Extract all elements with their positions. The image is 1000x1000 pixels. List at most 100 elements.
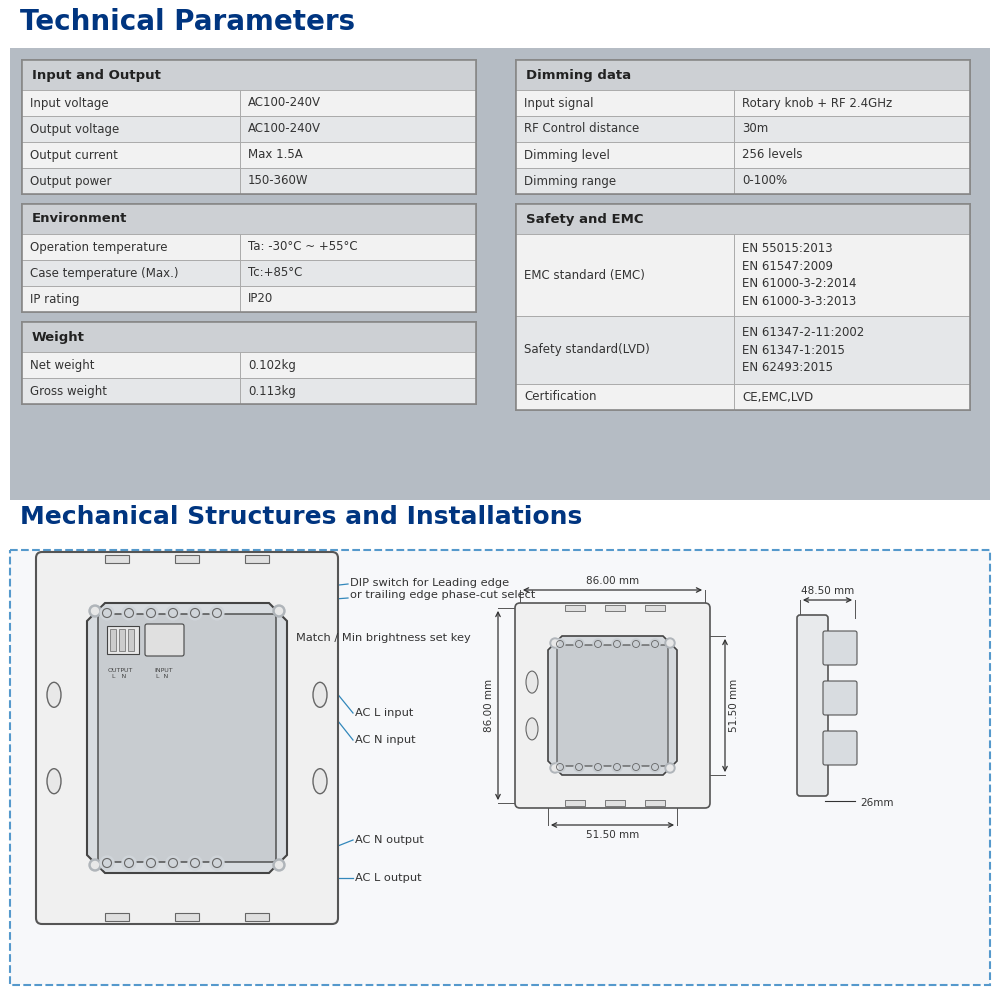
Bar [22, 286, 476, 312]
FancyBboxPatch shape [557, 645, 668, 766]
Text: 51.50 mm: 51.50 mm [729, 679, 739, 732]
Ellipse shape [47, 682, 61, 707]
Circle shape [550, 763, 560, 773]
Polygon shape [548, 636, 677, 775]
Bar [110, 629, 116, 651]
Text: AC100-240V: AC100-240V [248, 122, 321, 135]
Bar [245, 913, 269, 921]
Bar [22, 204, 476, 234]
Bar [516, 60, 970, 90]
Bar [105, 555, 129, 563]
Bar [516, 168, 970, 194]
Ellipse shape [313, 682, 327, 707]
Ellipse shape [47, 769, 61, 794]
Circle shape [276, 607, 283, 614]
Polygon shape [87, 603, 287, 873]
Text: IP rating: IP rating [30, 292, 80, 306]
Bar [175, 913, 199, 921]
Circle shape [667, 640, 673, 646]
Bar [22, 90, 476, 116]
Circle shape [276, 861, 283, 868]
Circle shape [555, 639, 565, 649]
Bar [107, 626, 139, 654]
Circle shape [122, 856, 136, 870]
Bar [22, 322, 476, 352]
Circle shape [188, 856, 202, 870]
Bar [22, 260, 476, 286]
Circle shape [612, 762, 622, 772]
FancyBboxPatch shape [145, 624, 184, 656]
Text: Gross weight: Gross weight [30, 384, 107, 397]
Text: 86.00 mm: 86.00 mm [484, 679, 494, 732]
Bar [645, 800, 665, 806]
Bar [10, 550, 990, 985]
Text: AC L input: AC L input [355, 708, 413, 718]
Bar [128, 629, 134, 651]
Bar [22, 204, 476, 312]
FancyBboxPatch shape [36, 552, 338, 924]
Text: Max 1.5A: Max 1.5A [248, 148, 303, 161]
Circle shape [665, 638, 675, 648]
Circle shape [89, 859, 101, 871]
FancyBboxPatch shape [797, 615, 828, 796]
Bar [22, 60, 476, 194]
Bar [245, 555, 269, 563]
Text: EN 61347-2-11:2002
EN 61347-1:2015
EN 62493:2015: EN 61347-2-11:2002 EN 61347-1:2015 EN 62… [742, 326, 864, 374]
Bar [175, 555, 199, 563]
Text: OUTPUT
  L   N: OUTPUT L N [108, 668, 133, 679]
Circle shape [273, 859, 285, 871]
Text: 26mm: 26mm [860, 798, 894, 808]
Text: Certification: Certification [524, 390, 596, 403]
Text: 0.113kg: 0.113kg [248, 384, 296, 397]
Text: Output power: Output power [30, 174, 112, 188]
Bar [516, 384, 970, 410]
FancyBboxPatch shape [98, 614, 276, 862]
Circle shape [574, 639, 584, 649]
Ellipse shape [526, 718, 538, 740]
Circle shape [552, 765, 558, 771]
Text: Dimming data: Dimming data [526, 68, 631, 82]
Text: Weight: Weight [32, 330, 85, 344]
Text: DIP switch for Leading edge
or trailing edge phase-cut select: DIP switch for Leading edge or trailing … [350, 578, 535, 600]
Circle shape [166, 856, 180, 870]
Text: 51.50 mm: 51.50 mm [586, 830, 639, 840]
Bar [516, 116, 970, 142]
Bar [119, 629, 125, 651]
Circle shape [144, 606, 158, 620]
Bar [516, 60, 970, 194]
Circle shape [667, 765, 673, 771]
Text: Input voltage: Input voltage [30, 97, 109, 109]
Circle shape [550, 638, 560, 648]
Text: Rotary knob + RF 2.4GHz: Rotary knob + RF 2.4GHz [742, 97, 892, 109]
Bar [10, 48, 990, 500]
Circle shape [166, 606, 180, 620]
Circle shape [273, 605, 285, 617]
Text: IP20: IP20 [248, 292, 273, 306]
Bar [22, 378, 476, 404]
Circle shape [100, 606, 114, 620]
Circle shape [593, 639, 603, 649]
Circle shape [631, 639, 641, 649]
Bar [22, 142, 476, 168]
Circle shape [210, 856, 224, 870]
Circle shape [92, 861, 98, 868]
Circle shape [631, 762, 641, 772]
Text: AC N output: AC N output [355, 835, 424, 845]
Circle shape [100, 856, 114, 870]
Text: Output voltage: Output voltage [30, 122, 119, 135]
Circle shape [92, 607, 98, 614]
Text: Safety and EMC: Safety and EMC [526, 213, 644, 226]
Text: Input signal: Input signal [524, 97, 594, 109]
Text: 0-100%: 0-100% [742, 174, 787, 188]
Text: AC L output: AC L output [355, 873, 422, 883]
Circle shape [552, 640, 558, 646]
Bar [565, 605, 585, 611]
Text: Input and Output: Input and Output [32, 68, 161, 82]
Circle shape [574, 762, 584, 772]
Circle shape [122, 606, 136, 620]
Circle shape [144, 856, 158, 870]
Text: EN 55015:2013
EN 61547:2009
EN 61000-3-2:2014
EN 61000-3-3:2013: EN 55015:2013 EN 61547:2009 EN 61000-3-2… [742, 242, 856, 308]
Bar [645, 605, 665, 611]
Text: RF Control distance: RF Control distance [524, 122, 639, 135]
Text: Technical Parameters: Technical Parameters [20, 8, 355, 36]
